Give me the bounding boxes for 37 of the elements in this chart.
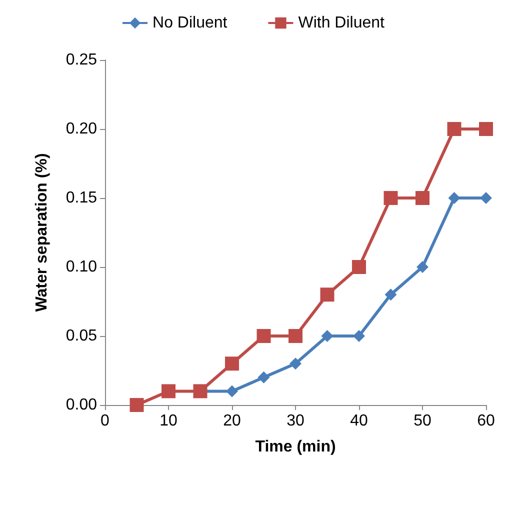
x-tick-label: 30 (286, 412, 304, 430)
x-tick-label: 60 (477, 412, 495, 430)
point (226, 385, 238, 398)
point (384, 191, 398, 205)
point (130, 398, 144, 412)
x-tick-label: 0 (100, 412, 110, 430)
y-axis-title: Water separation (%) (34, 153, 50, 312)
point (352, 260, 366, 274)
x-tick-label: 20 (223, 412, 241, 430)
y-tick-label: 0.00 (66, 396, 98, 414)
y-tick-label: 0.20 (66, 120, 98, 138)
y-tick-label: 0.05 (66, 328, 98, 344)
point (320, 288, 334, 302)
legend-label: With Diluent (298, 14, 386, 32)
y-tick-label: 0.25 (66, 52, 98, 68)
point (288, 329, 302, 343)
x-tick-label: 40 (350, 412, 368, 430)
x-tick-label: 50 (414, 412, 432, 430)
point (416, 191, 430, 205)
point (258, 371, 270, 384)
point (448, 192, 460, 204)
point (290, 358, 302, 370)
point (162, 384, 176, 398)
point (480, 192, 492, 204)
point (321, 330, 334, 342)
point (225, 356, 239, 371)
point (416, 261, 428, 273)
point (447, 122, 462, 136)
point (479, 122, 493, 136)
point (384, 288, 397, 301)
point (256, 329, 271, 343)
y-tick-label: 0.10 (66, 258, 98, 276)
legend-label: No Diluent (152, 14, 228, 32)
x-tick-label: 10 (160, 412, 178, 430)
y-tick-label: 0.15 (66, 190, 98, 206)
point (353, 330, 365, 342)
x-axis-title: Time (min) (255, 438, 336, 456)
